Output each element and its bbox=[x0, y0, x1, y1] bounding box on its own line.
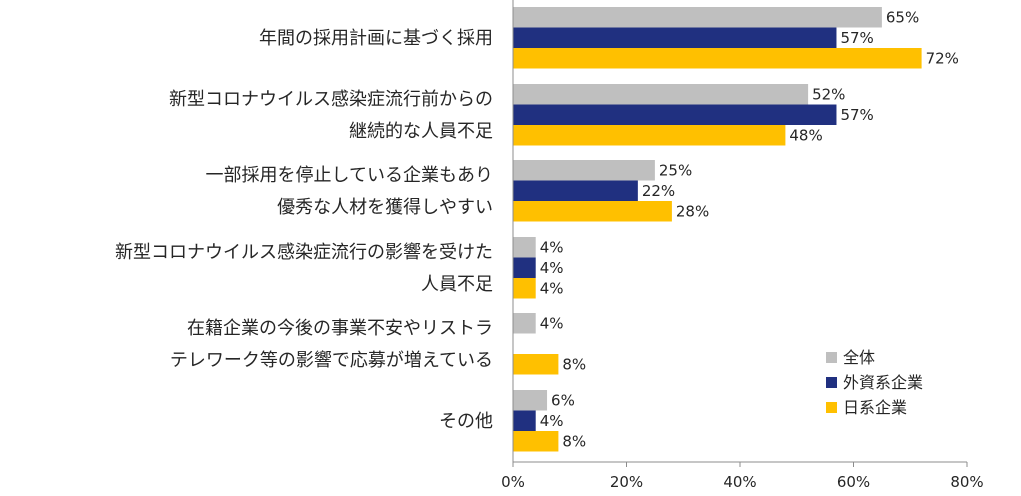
category-label: 一部採用を停止している企業もあり bbox=[206, 165, 493, 186]
bars-layer bbox=[513, 7, 922, 452]
legend-swatch bbox=[826, 377, 837, 388]
data-label: 4% bbox=[540, 238, 564, 256]
data-label: 4% bbox=[540, 259, 564, 277]
x-tick-label: 20% bbox=[610, 473, 643, 491]
legend-swatch bbox=[826, 352, 837, 363]
category-label: 新型コロナウイルス感染症流行前からの bbox=[169, 89, 493, 110]
data-label: 8% bbox=[562, 355, 586, 373]
bar bbox=[513, 48, 922, 69]
bar bbox=[513, 237, 536, 258]
data-label: 8% bbox=[562, 432, 586, 450]
bar bbox=[513, 354, 559, 375]
bar bbox=[513, 125, 786, 146]
data-label: 65% bbox=[886, 8, 919, 26]
bar bbox=[513, 104, 837, 125]
x-tick-label: 80% bbox=[950, 473, 983, 491]
data-label: 25% bbox=[659, 161, 692, 179]
category-label: 優秀な人材を獲得しやすい bbox=[277, 197, 493, 218]
bar bbox=[513, 180, 638, 201]
data-label: 72% bbox=[926, 49, 959, 67]
bar bbox=[513, 431, 559, 452]
x-tick-label: 60% bbox=[837, 473, 870, 491]
bar bbox=[513, 257, 536, 278]
category-label: 人員不足 bbox=[421, 274, 493, 295]
data-label: 4% bbox=[540, 314, 564, 332]
data-label: 52% bbox=[812, 85, 845, 103]
value-labels-layer: 65% 57% 72% 52% 57% 48% 25% 22%28% 4% 4% 4% 4% 8% 6% 4… bbox=[540, 8, 959, 450]
category-labels-layer: 年間の採用計画に基づく採用新型コロナウイルス感染症流行前からの継続的な人員不足一… bbox=[115, 28, 493, 432]
category-label: その他 bbox=[439, 411, 493, 432]
data-label: 6% bbox=[551, 391, 575, 409]
bar bbox=[513, 7, 882, 28]
bar bbox=[513, 84, 809, 105]
legend-label: 日系企業 bbox=[843, 398, 907, 417]
data-label: 57% bbox=[840, 29, 873, 47]
data-label: 57% bbox=[840, 106, 873, 124]
x-tick-label: 0% bbox=[501, 473, 525, 491]
legend-label: 外資系企業 bbox=[843, 373, 923, 392]
data-label: 4% bbox=[540, 412, 564, 430]
legend-swatch bbox=[826, 402, 837, 413]
bar bbox=[513, 390, 548, 411]
bar bbox=[513, 410, 536, 431]
category-label: 年間の採用計画に基づく採用 bbox=[259, 28, 493, 49]
legend-label: 全体 bbox=[843, 348, 875, 367]
bar bbox=[513, 160, 655, 181]
category-label: 新型コロナウイルス感染症流行の影響を受けた bbox=[115, 242, 493, 263]
x-axis: 0% 20% 40% 60% 80% bbox=[501, 0, 984, 491]
bar bbox=[513, 27, 837, 48]
x-tick-label: 40% bbox=[723, 473, 756, 491]
data-label: 4% bbox=[540, 279, 564, 297]
data-label: 28% bbox=[676, 202, 709, 220]
bar bbox=[513, 313, 536, 334]
category-label: 継続的な人員不足 bbox=[349, 121, 493, 142]
category-label: 在籍企業の今後の事業不安やリストラ bbox=[187, 318, 493, 339]
data-label: 48% bbox=[789, 126, 822, 144]
category-label: テレワーク等の影響で応募が増えている bbox=[170, 350, 493, 371]
bar bbox=[513, 201, 672, 222]
bar bbox=[513, 278, 536, 299]
data-label: 22% bbox=[642, 182, 675, 200]
